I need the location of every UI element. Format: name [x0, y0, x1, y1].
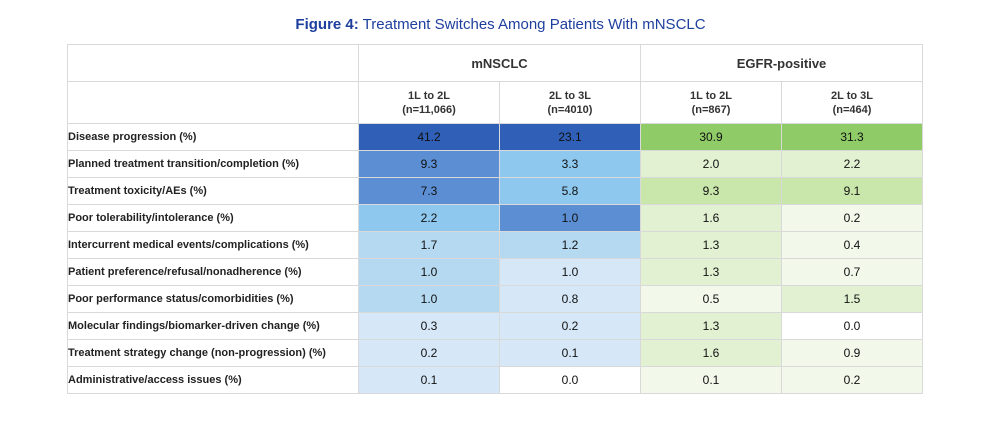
row-label: Treatment toxicity/AEs (%) — [67, 177, 359, 205]
group-header-mnsclc: mNSCLC — [358, 44, 641, 82]
table-row: Administrative/access issues (%) 0.1 0.0 0.… — [67, 366, 924, 394]
heat-cell: 3.3 — [499, 150, 641, 178]
heatmap-body: Disease progression (%) 41.2 23.1 30.9 31.3 P… — [67, 123, 924, 394]
table-row: Patient preference/refusal/nonadherence … — [67, 258, 924, 286]
heat-cell: 0.3 — [358, 312, 500, 340]
heat-cell: 0.7 — [780, 258, 924, 286]
group-header-egfr: EGFR-positive — [639, 44, 924, 82]
heat-cell: 0.4 — [780, 231, 924, 259]
table-row: Treatment strategy change (non-progressi… — [67, 339, 924, 367]
heat-cell: 1.2 — [499, 231, 641, 259]
heat-cell: 0.5 — [640, 285, 782, 313]
column-header: 1L to 2L (n=11,066) — [358, 81, 500, 124]
figure-title: Figure 4: Treatment Switches Among Patie… — [0, 16, 1001, 33]
column-header: 1L to 2L (n=867) — [640, 81, 782, 124]
row-label: Poor performance status/comorbidities (%… — [67, 285, 359, 313]
row-label: Molecular findings/biomarker-driven chan… — [67, 312, 359, 340]
heat-cell: 23.1 — [499, 123, 641, 151]
heat-cell: 0.2 — [358, 339, 500, 367]
table-row: Poor performance status/comorbidities (%… — [67, 285, 924, 313]
column-header: 2L to 3L (n=464) — [780, 81, 924, 124]
heat-cell: 7.3 — [358, 177, 500, 205]
heat-cell: 0.0 — [780, 312, 924, 340]
heat-cell: 9.3 — [358, 150, 500, 178]
heat-cell: 2.2 — [780, 150, 924, 178]
heat-cell: 0.8 — [499, 285, 641, 313]
heat-cell: 9.1 — [780, 177, 924, 205]
heat-cell: 5.8 — [499, 177, 641, 205]
table-row: Disease progression (%) 41.2 23.1 30.9 31.3 — [67, 123, 924, 151]
heatmap-table: mNSCLC EGFR-positive 1L to 2L (n=11,066)… — [67, 44, 924, 394]
heat-cell: 41.2 — [358, 123, 500, 151]
row-label: Administrative/access issues (%) — [67, 366, 359, 394]
column-n: (n=464) — [832, 103, 872, 116]
heat-cell: 1.3 — [640, 258, 782, 286]
figure-title-text: Treatment Switches Among Patients With m… — [362, 16, 706, 33]
column-line: 2L to 3L — [831, 89, 873, 102]
column-n: (n=867) — [691, 103, 731, 116]
table-row: Planned treatment transition/completion … — [67, 150, 924, 178]
column-n: (n=11,066) — [402, 103, 456, 116]
heat-cell: 0.1 — [499, 339, 641, 367]
corner-cell — [67, 44, 359, 82]
row-label: Disease progression (%) — [67, 123, 359, 151]
heat-cell: 1.0 — [358, 285, 500, 313]
heat-cell: 1.6 — [640, 204, 782, 232]
column-header: 2L to 3L (n=4010) — [499, 81, 641, 124]
heat-cell: 1.3 — [640, 231, 782, 259]
heat-cell: 0.1 — [640, 366, 782, 394]
row-label: Intercurrent medical events/complication… — [67, 231, 359, 259]
row-label: Treatment strategy change (non-progressi… — [67, 339, 359, 367]
heat-cell: 0.2 — [499, 312, 641, 340]
heat-cell: 2.2 — [358, 204, 500, 232]
group-header-row: mNSCLC EGFR-positive — [67, 44, 924, 82]
heat-cell: 9.3 — [640, 177, 782, 205]
row-label: Poor tolerability/intolerance (%) — [67, 204, 359, 232]
heat-cell: 1.7 — [358, 231, 500, 259]
heat-cell: 1.0 — [358, 258, 500, 286]
table-row: Intercurrent medical events/complication… — [67, 231, 924, 259]
table-row: Poor tolerability/intolerance (%) 2.2 1.0 1… — [67, 204, 924, 232]
heat-cell: 1.0 — [499, 204, 641, 232]
row-label: Planned treatment transition/completion … — [67, 150, 359, 178]
column-line: 2L to 3L — [549, 89, 591, 102]
table-row: Molecular findings/biomarker-driven chan… — [67, 312, 924, 340]
table-row: Treatment toxicity/AEs (%) 7.3 5.8 9.3 9.1 — [67, 177, 924, 205]
column-line: 1L to 2L — [690, 89, 732, 102]
column-line: 1L to 2L — [408, 89, 450, 102]
heat-cell: 1.0 — [499, 258, 641, 286]
heat-cell: 0.2 — [780, 204, 924, 232]
heat-cell: 0.0 — [499, 366, 641, 394]
heat-cell: 1.6 — [640, 339, 782, 367]
heat-cell: 1.5 — [780, 285, 924, 313]
heat-cell: 0.1 — [358, 366, 500, 394]
column-n: (n=4010) — [547, 103, 593, 116]
heat-cell: 30.9 — [640, 123, 782, 151]
heat-cell: 0.2 — [780, 366, 924, 394]
row-label: Patient preference/refusal/nonadherence … — [67, 258, 359, 286]
heat-cell: 31.3 — [780, 123, 924, 151]
subheader-row: 1L to 2L (n=11,066) 2L to 3L (n=4010) 1L… — [67, 81, 924, 124]
corner-cell-sub — [67, 81, 359, 124]
heat-cell: 0.9 — [780, 339, 924, 367]
heat-cell: 1.3 — [640, 312, 782, 340]
heat-cell: 2.0 — [640, 150, 782, 178]
figure-label: Figure 4: — [295, 16, 359, 33]
